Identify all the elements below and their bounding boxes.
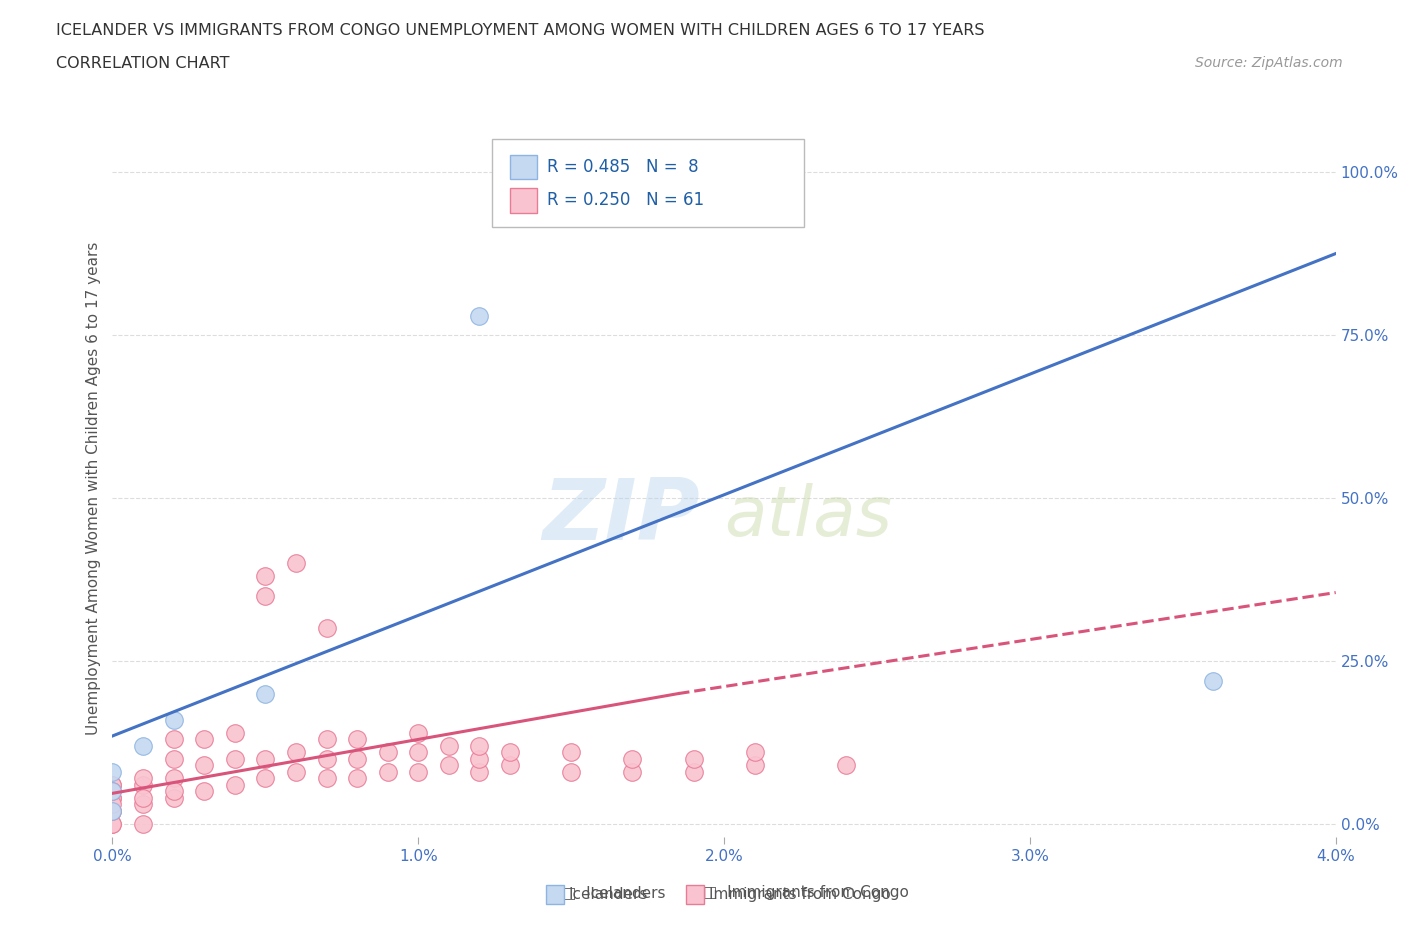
Point: [101, 790, 124, 805]
Point: [315, 732, 337, 747]
Point: [132, 817, 155, 831]
Text: □  Immigrants from Congo: □ Immigrants from Congo: [703, 885, 908, 900]
Text: R = 0.250   N = 61: R = 0.250 N = 61: [547, 192, 704, 209]
Y-axis label: Unemployment Among Women with Children Ages 6 to 17 years: Unemployment Among Women with Children A…: [86, 242, 101, 735]
Point: [560, 764, 582, 779]
Point: [101, 804, 124, 818]
Point: [254, 686, 277, 701]
Point: [315, 751, 337, 766]
Point: [132, 777, 155, 792]
Point: [224, 751, 246, 766]
Point: [132, 790, 155, 805]
Point: [101, 804, 124, 818]
Text: ICELANDER VS IMMIGRANTS FROM CONGO UNEMPLOYMENT AMONG WOMEN WITH CHILDREN AGES 6: ICELANDER VS IMMIGRANTS FROM CONGO UNEMP…: [56, 23, 984, 38]
Point: [315, 771, 337, 786]
Point: [408, 725, 430, 740]
Text: Icelanders: Icelanders: [568, 887, 647, 902]
Point: [1202, 673, 1225, 688]
Point: [346, 751, 368, 766]
Point: [346, 732, 368, 747]
Point: [284, 764, 308, 779]
Point: [224, 725, 246, 740]
Bar: [510, 188, 537, 213]
Point: [254, 569, 277, 584]
Point: [132, 738, 155, 753]
Point: [499, 745, 522, 760]
Bar: [510, 155, 537, 179]
Point: [193, 732, 215, 747]
Point: [437, 738, 460, 753]
Point: [254, 589, 277, 604]
Point: [408, 745, 430, 760]
Point: [254, 771, 277, 786]
Point: [621, 764, 644, 779]
Point: [193, 784, 215, 799]
Point: [468, 308, 491, 323]
Point: [163, 712, 186, 727]
Point: [682, 764, 704, 779]
Point: [224, 777, 246, 792]
Point: [163, 784, 186, 799]
Point: [468, 751, 491, 766]
Point: [101, 777, 124, 792]
Point: [101, 797, 124, 812]
Point: [193, 758, 215, 773]
Point: [132, 797, 155, 812]
Point: [315, 621, 337, 636]
Point: [468, 764, 491, 779]
Point: [101, 817, 124, 831]
Point: [163, 732, 186, 747]
Point: [284, 556, 308, 571]
Point: [101, 784, 124, 799]
Point: [163, 751, 186, 766]
Text: Immigrants from Congo: Immigrants from Congo: [709, 887, 890, 902]
Point: [163, 771, 186, 786]
Point: [377, 764, 399, 779]
Point: [101, 764, 124, 779]
Text: R = 0.485   N =  8: R = 0.485 N = 8: [547, 158, 699, 176]
Point: [377, 745, 399, 760]
Point: [101, 817, 124, 831]
Point: [560, 745, 582, 760]
Point: [499, 758, 522, 773]
Point: [101, 777, 124, 792]
FancyBboxPatch shape: [492, 140, 804, 227]
Point: [346, 771, 368, 786]
Point: [437, 758, 460, 773]
Point: [254, 751, 277, 766]
Point: [744, 745, 766, 760]
Text: atlas: atlas: [724, 483, 891, 550]
Point: [163, 790, 186, 805]
Point: [132, 771, 155, 786]
Text: ZIP: ZIP: [541, 474, 700, 558]
Point: [101, 784, 124, 799]
Point: [744, 758, 766, 773]
Text: CORRELATION CHART: CORRELATION CHART: [56, 56, 229, 71]
Point: [682, 751, 704, 766]
Text: Source: ZipAtlas.com: Source: ZipAtlas.com: [1195, 56, 1343, 70]
Point: [408, 764, 430, 779]
Text: □  Icelanders: □ Icelanders: [562, 885, 666, 900]
Point: [284, 745, 308, 760]
Point: [101, 804, 124, 818]
Point: [101, 790, 124, 805]
Point: [621, 751, 644, 766]
Point: [835, 758, 858, 773]
Point: [468, 738, 491, 753]
